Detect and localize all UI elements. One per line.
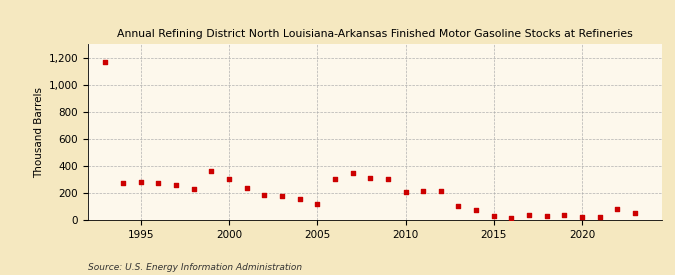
Point — [117, 181, 128, 186]
Point — [453, 204, 464, 209]
Point — [506, 216, 517, 220]
Point — [135, 180, 146, 184]
Point — [383, 177, 394, 181]
Point — [347, 171, 358, 175]
Y-axis label: Thousand Barrels: Thousand Barrels — [34, 87, 45, 177]
Point — [576, 215, 587, 219]
Point — [612, 207, 623, 211]
Point — [435, 189, 446, 193]
Point — [312, 202, 323, 206]
Point — [400, 190, 411, 194]
Point — [277, 194, 288, 198]
Point — [594, 215, 605, 219]
Point — [241, 186, 252, 190]
Point — [223, 177, 234, 182]
Point — [559, 213, 570, 218]
Point — [524, 213, 535, 218]
Point — [171, 183, 182, 187]
Point — [489, 214, 500, 218]
Point — [630, 210, 641, 215]
Point — [153, 181, 164, 186]
Point — [470, 208, 481, 212]
Point — [206, 169, 217, 174]
Point — [329, 177, 340, 181]
Point — [418, 189, 429, 193]
Point — [259, 193, 270, 197]
Text: Source: U.S. Energy Information Administration: Source: U.S. Energy Information Administ… — [88, 263, 302, 272]
Point — [294, 197, 305, 201]
Title: Annual Refining District North Louisiana-Arkansas Finished Motor Gasoline Stocks: Annual Refining District North Louisiana… — [117, 29, 632, 39]
Point — [100, 59, 111, 64]
Point — [364, 176, 375, 180]
Point — [188, 187, 199, 191]
Point — [541, 214, 552, 218]
